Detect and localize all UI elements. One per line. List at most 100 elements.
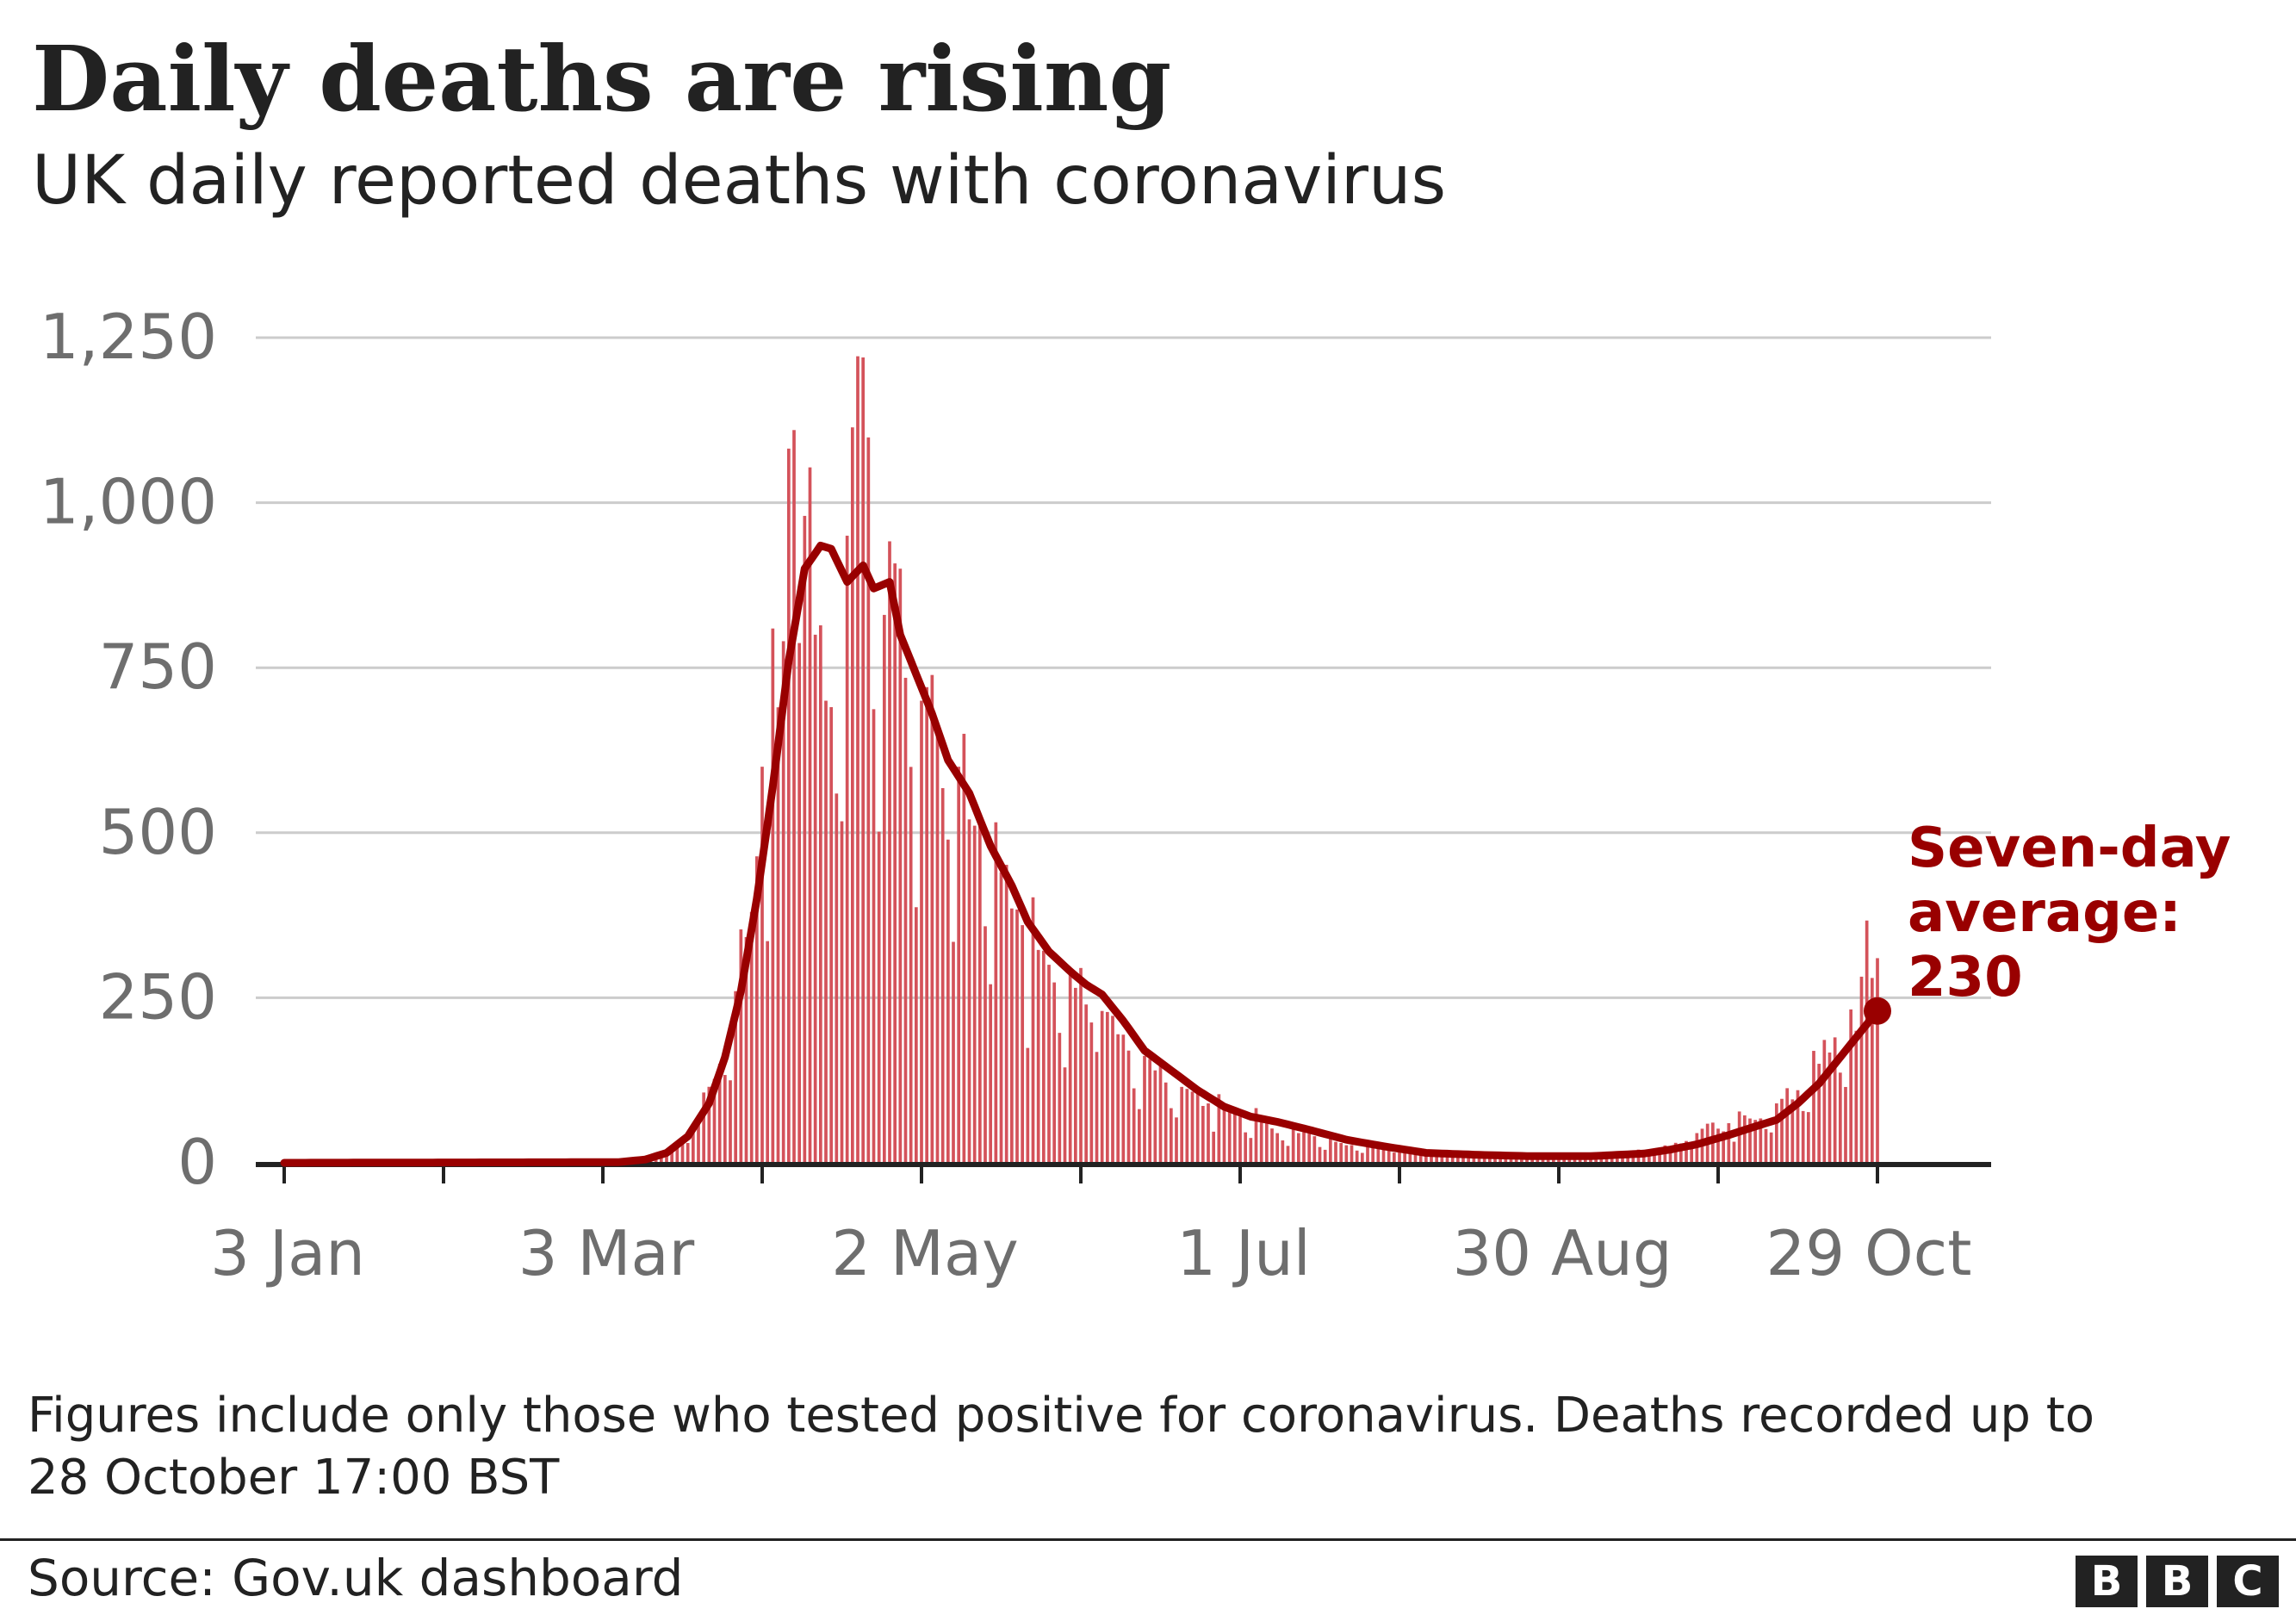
daily-bar <box>786 448 791 1163</box>
daily-bar <box>754 856 759 1163</box>
daily-bar <box>1175 1117 1178 1163</box>
daily-bar <box>1318 1146 1322 1163</box>
daily-bar <box>1450 1154 1455 1163</box>
daily-bar <box>1541 1157 1545 1163</box>
daily-bar <box>1143 1055 1146 1163</box>
daily-bar <box>1690 1144 1694 1163</box>
daily-bar <box>1849 1009 1853 1163</box>
daily-bar <box>1722 1131 1726 1163</box>
daily-bar <box>1350 1145 1354 1163</box>
daily-bar <box>1275 1133 1280 1163</box>
daily-bar <box>1455 1153 1460 1163</box>
daily-bar <box>712 1078 717 1163</box>
daily-bar <box>686 1143 690 1163</box>
daily-bar <box>654 1159 658 1163</box>
daily-bar <box>1806 1112 1810 1163</box>
daily-bar <box>1217 1094 1221 1163</box>
daily-bar <box>665 1152 668 1163</box>
daily-bar <box>1387 1149 1391 1163</box>
daily-bar <box>1232 1112 1237 1163</box>
daily-bar <box>797 643 802 1163</box>
daily-bar <box>803 515 807 1163</box>
x-tick-label: 3 Mar <box>518 1217 695 1289</box>
daily-bar <box>1742 1115 1747 1163</box>
daily-bar <box>1418 1151 1423 1163</box>
bbc-logo: B B C <box>2076 1556 2279 1607</box>
daily-bar <box>1111 1016 1114 1163</box>
daily-bar <box>1334 1141 1337 1163</box>
daily-bar <box>1838 1072 1842 1163</box>
daily-bar <box>1009 908 1014 1163</box>
daily-bar <box>1137 1109 1141 1163</box>
daily-bar <box>1153 1070 1157 1163</box>
daily-bar <box>903 677 908 1163</box>
y-tick-label: 250 <box>99 960 217 1033</box>
x-tick-label: 3 Jan <box>210 1217 365 1289</box>
daily-bar <box>1355 1150 1359 1163</box>
daily-bar <box>1185 1089 1189 1163</box>
daily-bar <box>1339 1143 1343 1163</box>
daily-bar <box>1668 1146 1672 1163</box>
x-tick-label: 30 Aug <box>1452 1217 1672 1289</box>
daily-bar <box>914 907 918 1163</box>
daily-bar <box>1685 1140 1688 1163</box>
daily-bar <box>972 825 977 1163</box>
daily-bar <box>946 839 950 1163</box>
daily-bar <box>781 641 785 1163</box>
daily-bar <box>1472 1158 1476 1163</box>
daily-bar <box>1658 1154 1662 1163</box>
daily-bar <box>1244 1132 1248 1163</box>
daily-bar <box>1095 1052 1099 1163</box>
daily-bar <box>909 767 913 1163</box>
bbc-logo-letter: B <box>2076 1556 2138 1607</box>
daily-bar <box>824 700 828 1163</box>
daily-bar <box>920 700 923 1163</box>
daily-bar <box>1281 1140 1285 1163</box>
daily-bar <box>760 767 764 1163</box>
y-tick-label: 500 <box>99 796 217 868</box>
daily-bar <box>829 706 834 1163</box>
seven-day-average <box>280 541 1882 1167</box>
daily-bar <box>1392 1152 1396 1163</box>
daily-bar <box>1116 1034 1120 1163</box>
y-tick-label: 1,000 <box>40 466 217 538</box>
daily-bar <box>680 1144 685 1163</box>
daily-bar <box>1876 958 1879 1163</box>
daily-bar <box>1291 1125 1295 1163</box>
daily-bar <box>1302 1132 1306 1163</box>
daily-bar <box>1376 1145 1381 1163</box>
daily-bar <box>1041 950 1046 1163</box>
daily-bar <box>872 709 876 1163</box>
chart: 0 250 500 750 1,000 1,250 3 Jan 3 Mar 2 May 1 Jul… <box>40 301 2231 1289</box>
daily-bar <box>877 831 881 1163</box>
daily-bar <box>1578 1158 1582 1163</box>
daily-bar <box>957 767 961 1163</box>
daily-bar <box>1073 987 1077 1163</box>
daily-bar <box>1052 982 1057 1163</box>
daily-bar <box>1366 1143 1369 1163</box>
daily-bar <box>1063 1067 1067 1163</box>
daily-bar <box>1328 1138 1332 1163</box>
daily-bar <box>1737 1111 1741 1163</box>
chart-subtitle: UK daily reported deaths with coronaviru… <box>32 142 1447 220</box>
daily-bar <box>1790 1099 1795 1163</box>
daily-bar <box>1307 1134 1312 1163</box>
x-tick-label: 2 May <box>831 1217 1019 1289</box>
daily-bar <box>1296 1133 1300 1163</box>
daily-bar <box>1817 1064 1821 1163</box>
footnote-line-2: 28 October 17:00 BST <box>28 1450 560 1506</box>
daily-bar <box>729 1080 732 1163</box>
daily-bar <box>1126 1050 1131 1163</box>
daily-bar <box>1812 1051 1815 1163</box>
source-divider <box>0 1538 2296 1541</box>
daily-bar <box>1323 1149 1327 1163</box>
x-tick-label: 29 Oct <box>1766 1217 1972 1289</box>
daily-bar <box>1716 1128 1720 1163</box>
daily-bar <box>1408 1149 1412 1163</box>
daily-bar <box>835 793 839 1163</box>
average-line <box>280 541 1882 1167</box>
daily-bar <box>1424 1152 1428 1163</box>
daily-bar <box>1180 1086 1184 1163</box>
daily-bar <box>845 535 849 1163</box>
daily-bar <box>1764 1128 1768 1163</box>
